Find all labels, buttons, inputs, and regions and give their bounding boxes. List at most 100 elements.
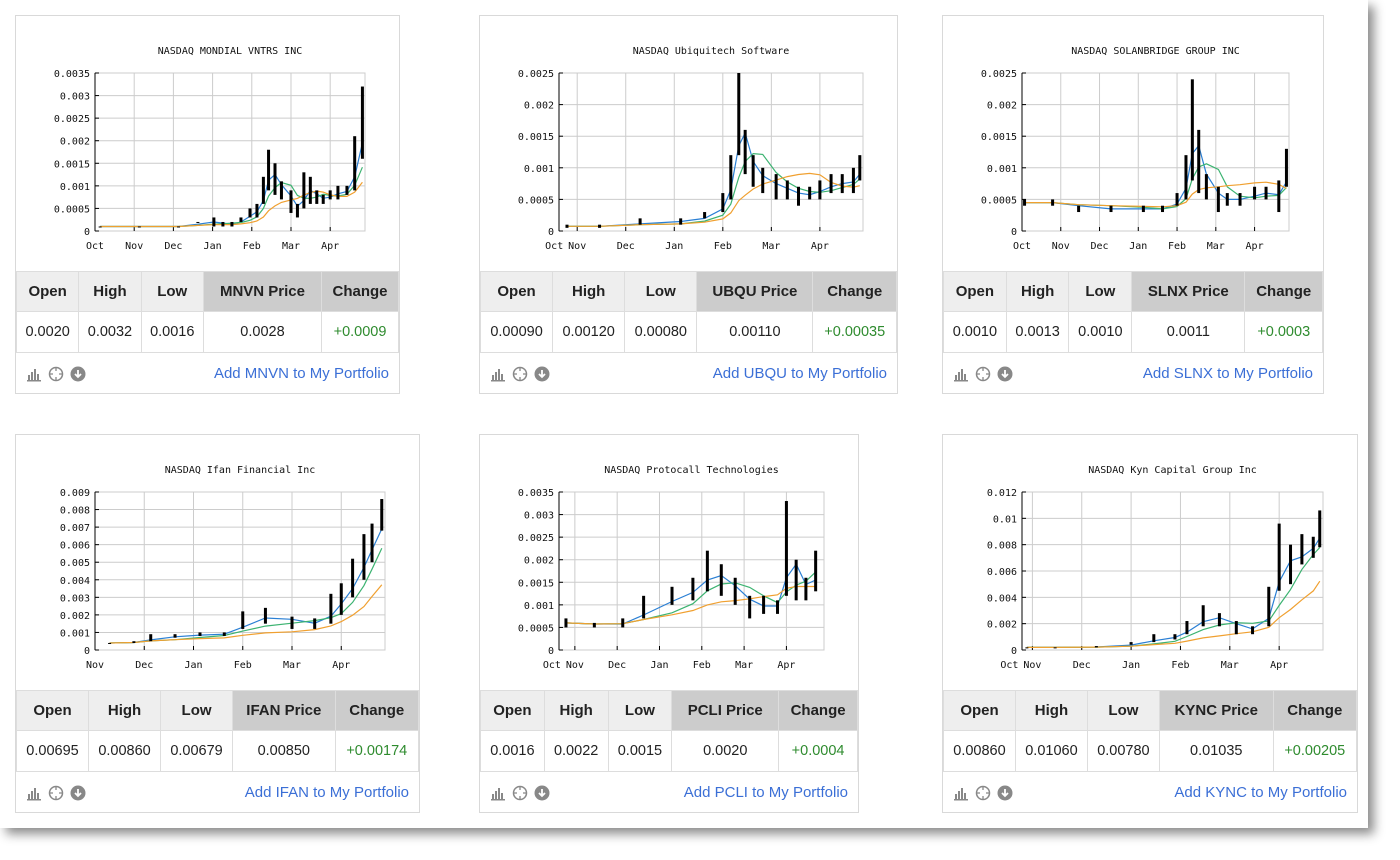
- add-to-portfolio-link[interactable]: Add IFAN to My Portfolio: [244, 784, 409, 801]
- price-bar: [621, 618, 625, 628]
- download-icon[interactable]: [997, 366, 1013, 382]
- price-bar: [1277, 180, 1281, 213]
- bar-chart-icon[interactable]: [953, 366, 969, 382]
- y-tick-label: 0.0015: [518, 132, 554, 143]
- bar-chart-icon[interactable]: [490, 366, 506, 382]
- price-bar: [132, 641, 136, 643]
- card-footer: Add KYNC to My Portfolio: [943, 772, 1357, 813]
- price-bar: [1201, 605, 1205, 627]
- price-bar: [1216, 186, 1220, 213]
- col-header: Open: [15, 690, 90, 731]
- x-tick-label: Oct: [545, 241, 563, 252]
- price-bar: [1238, 193, 1242, 206]
- price-chart[interactable]: NASDAQ Ubiquitech Software 0 0.0005 0.001 0.…: [480, 16, 897, 271]
- price-chart[interactable]: NASDAQ Protocall Technologies 0 0.0005 0.00…: [480, 435, 858, 690]
- download-icon[interactable]: [997, 785, 1013, 801]
- low-value: 0.00080: [624, 311, 698, 353]
- y-tick-label: 0: [1011, 646, 1017, 657]
- add-to-portfolio-link[interactable]: Add SLNX to My Portfolio: [1142, 365, 1313, 382]
- y-tick-label: 0.0015: [54, 159, 90, 170]
- price-bar: [1152, 634, 1156, 643]
- moving-average-line: [109, 528, 383, 644]
- bar-chart-icon[interactable]: [26, 785, 42, 801]
- download-icon[interactable]: [70, 785, 86, 801]
- quote-table: Open High Low KYNC Price Change 0.00860 0.0106…: [943, 690, 1358, 772]
- low-value: 0.0015: [607, 730, 673, 772]
- x-tick-label: Nov: [1052, 241, 1070, 252]
- price-bar: [345, 185, 349, 195]
- card-footer: Add MNVN to My Portfolio: [16, 353, 399, 394]
- crosshair-icon[interactable]: [975, 366, 991, 382]
- col-header: Low: [607, 690, 673, 731]
- crosshair-icon[interactable]: [512, 785, 528, 801]
- y-tick-label: 0.0025: [54, 114, 90, 125]
- price-chart[interactable]: NASDAQ Kyn Capital Group Inc 0 0.002 0.004 0…: [943, 435, 1357, 690]
- x-tick-label: Feb: [693, 660, 711, 671]
- add-to-portfolio-link[interactable]: Add PCLI to My Portfolio: [683, 784, 848, 801]
- y-tick-label: 0.003: [60, 593, 90, 604]
- add-to-portfolio-link[interactable]: Add MNVN to My Portfolio: [213, 365, 389, 382]
- card-footer: Add UBQU to My Portfolio: [480, 353, 897, 394]
- x-tick-label: Oct: [1013, 241, 1031, 252]
- add-to-portfolio-link[interactable]: Add KYNC to My Portfolio: [1174, 784, 1347, 801]
- price-bar: [173, 634, 177, 638]
- download-icon[interactable]: [534, 366, 550, 382]
- price-bar: [598, 224, 602, 228]
- x-tick-label: Mar: [1221, 660, 1239, 671]
- price-chart[interactable]: NASDAQ MONDIAL VNTRS INC 0 0.0005 0.001 0.00…: [16, 16, 399, 271]
- bar-chart-icon[interactable]: [490, 785, 506, 801]
- crosshair-icon[interactable]: [48, 366, 64, 382]
- price-bar: [221, 221, 225, 227]
- price-bar: [1253, 186, 1257, 200]
- crosshair-icon[interactable]: [512, 366, 528, 382]
- col-header: Low: [624, 271, 698, 312]
- price-bar: [1318, 510, 1322, 548]
- download-icon[interactable]: [70, 366, 86, 382]
- y-tick-label: 0: [84, 227, 90, 238]
- col-header: Change: [321, 271, 399, 312]
- moving-average-line: [1024, 181, 1287, 208]
- quote-table: Open High Low MNVN Price Change 0.0020 0.0032 0…: [15, 271, 399, 353]
- add-to-portfolio-link[interactable]: Add UBQU to My Portfolio: [712, 365, 887, 382]
- y-tick-label: 0.0015: [981, 132, 1017, 143]
- y-tick-label: 0: [548, 646, 554, 657]
- crosshair-icon[interactable]: [975, 785, 991, 801]
- price-bar: [1289, 544, 1293, 585]
- x-tick-label: Apr: [1270, 660, 1288, 671]
- x-tick-label: Dec: [1073, 660, 1091, 671]
- price-bar: [776, 600, 780, 614]
- price-chart[interactable]: NASDAQ Ifan Financial Inc 0 0.001 0.002 0.00…: [16, 435, 419, 690]
- stock-card-kync: NASDAQ Kyn Capital Group Inc 0 0.002 0.004 0…: [942, 434, 1358, 813]
- x-tick-label: Dec: [617, 241, 635, 252]
- y-tick-label: 0.0005: [981, 195, 1017, 206]
- bar-chart-icon[interactable]: [953, 785, 969, 801]
- download-icon[interactable]: [534, 785, 550, 801]
- price-bar: [743, 129, 747, 175]
- col-header: Change: [1272, 690, 1358, 731]
- x-tick-label: Dec: [608, 660, 626, 671]
- price-bar: [241, 611, 245, 629]
- price-bar: [774, 174, 778, 200]
- price-bar: [796, 186, 800, 206]
- stock-card-mnvn: NASDAQ MONDIAL VNTRS INC 0 0.0005 0.001 0.00…: [15, 15, 400, 394]
- price-bar: [1053, 647, 1057, 649]
- col-header: KYNC Price: [1158, 690, 1274, 731]
- col-header: Open: [943, 271, 1007, 312]
- y-tick-label: 0.001: [987, 164, 1017, 175]
- y-tick-label: 0: [1011, 227, 1017, 238]
- price-bar: [642, 595, 646, 619]
- crosshair-icon[interactable]: [48, 785, 64, 801]
- price-value: 0.0011: [1131, 311, 1246, 353]
- price-bar: [263, 607, 267, 624]
- col-header: Open: [480, 690, 545, 731]
- change-value: +0.00035: [812, 311, 897, 353]
- price-chart[interactable]: NASDAQ SOLANBRIDGE GROUP INC 0 0.0005 0.001…: [943, 16, 1323, 271]
- bar-chart-icon[interactable]: [26, 366, 42, 382]
- change-value: +0.0009: [321, 311, 399, 353]
- plot-area: [1021, 72, 1290, 232]
- high-value: 0.01060: [1014, 730, 1088, 772]
- x-tick-label: Jan: [665, 241, 683, 252]
- col-header: Low: [1068, 271, 1133, 312]
- change-value: +0.0004: [778, 730, 858, 772]
- price-bar: [196, 221, 200, 223]
